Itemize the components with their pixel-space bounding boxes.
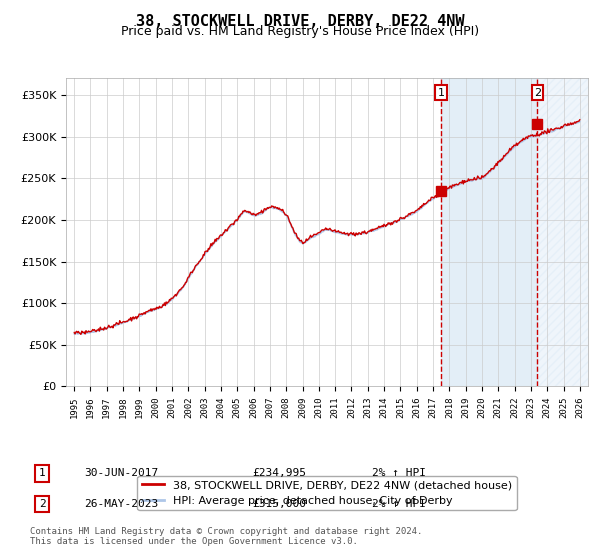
Text: 2% ↑ HPI: 2% ↑ HPI <box>372 468 426 478</box>
Text: 30-JUN-2017: 30-JUN-2017 <box>84 468 158 478</box>
Text: £234,995: £234,995 <box>252 468 306 478</box>
Text: 2% ↑ HPI: 2% ↑ HPI <box>372 499 426 509</box>
Text: 2: 2 <box>534 87 541 97</box>
Text: 1: 1 <box>437 87 445 97</box>
Text: 26-MAY-2023: 26-MAY-2023 <box>84 499 158 509</box>
Text: 1: 1 <box>38 468 46 478</box>
Text: Price paid vs. HM Land Registry's House Price Index (HPI): Price paid vs. HM Land Registry's House … <box>121 25 479 38</box>
Text: £315,000: £315,000 <box>252 499 306 509</box>
Text: Contains HM Land Registry data © Crown copyright and database right 2024.
This d: Contains HM Land Registry data © Crown c… <box>30 526 422 546</box>
Text: 38, STOCKWELL DRIVE, DERBY, DE22 4NW: 38, STOCKWELL DRIVE, DERBY, DE22 4NW <box>136 14 464 29</box>
Text: 2: 2 <box>38 499 46 509</box>
Bar <box>441 78 538 386</box>
Legend: 38, STOCKWELL DRIVE, DERBY, DE22 4NW (detached house), HPI: Average price, detac: 38, STOCKWELL DRIVE, DERBY, DE22 4NW (de… <box>137 476 517 510</box>
Bar <box>538 78 588 386</box>
